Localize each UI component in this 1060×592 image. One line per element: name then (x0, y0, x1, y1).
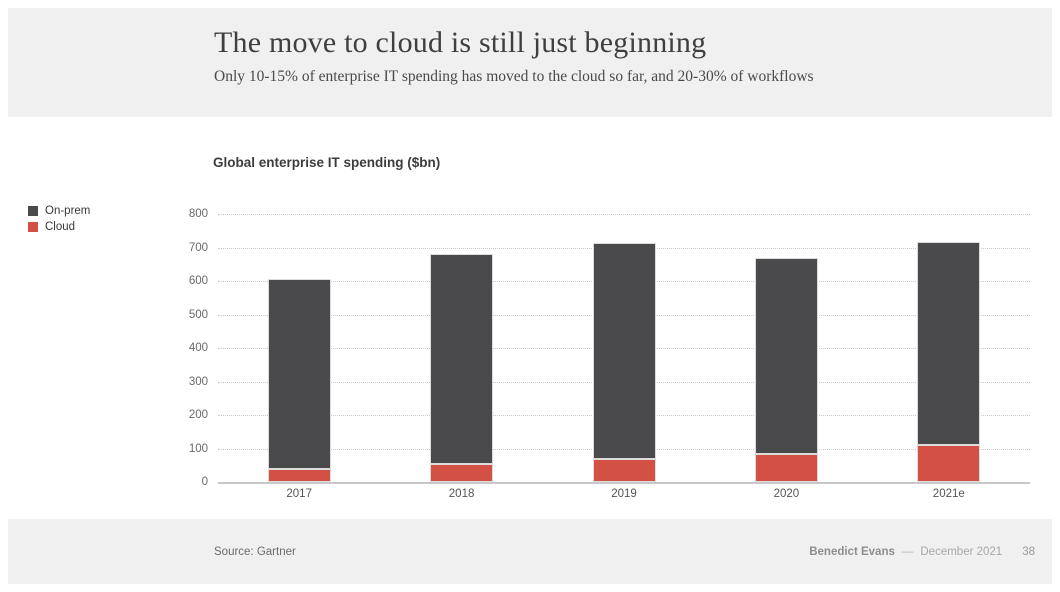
footer-band: Source: Gartner Benedict Evans — Decembe… (8, 519, 1052, 584)
legend-item-cloud: Cloud (28, 221, 90, 233)
x-axis-label-2021e: 2021e (932, 488, 965, 500)
bar-2018-onprem-segment (430, 254, 494, 464)
chart-title: Global enterprise IT spending ($bn) (213, 155, 441, 170)
y-axis-tick-label-800: 800 (188, 208, 208, 220)
x-axis-label-2020: 2020 (773, 488, 800, 500)
bar-2020-cloud-segment (754, 453, 818, 482)
x-axis-label-2017: 2017 (286, 488, 312, 500)
legend-label: On-prem (45, 205, 91, 217)
header-band: The move to cloud is still just beginnin… (8, 8, 1052, 117)
bar-2017-cloud-segment (267, 468, 331, 482)
source-note: Source: Gartner (214, 545, 296, 558)
bar-2020-onprem-segment (754, 257, 818, 454)
y-axis-tick-label-600: 600 (188, 275, 208, 287)
y-axis-tick-label-300: 300 (188, 375, 208, 388)
footer-separator: — (901, 545, 914, 558)
x-axis-baseline (218, 482, 1030, 484)
legend-item-on-prem: On-prem (28, 205, 90, 217)
slide-title: The move to cloud is still just beginnin… (214, 26, 707, 59)
y-axis-tick-label-500: 500 (188, 308, 208, 321)
header-content: The move to cloud is still just beginnin… (8, 8, 1052, 86)
legend-swatch-icon (28, 206, 38, 216)
footer-credits: Benedict Evans — December 2021 38 (809, 519, 1035, 584)
y-axis-tick-label-100: 100 (188, 442, 208, 455)
bar-2019-cloud-segment (592, 458, 656, 482)
footer-date: December 2021 (920, 545, 1003, 558)
y-axis-tick-label-700: 700 (188, 241, 208, 254)
x-axis-label-2019: 2019 (611, 488, 637, 500)
y-axis-tick-label-200: 200 (188, 409, 208, 421)
page-number: 38 (1022, 545, 1035, 558)
bar-2021e-cloud-segment (917, 445, 981, 482)
bar-2021e-onprem-segment (917, 242, 981, 446)
y-axis-tick-label-0: 0 (201, 476, 208, 488)
gridline-800 (218, 214, 1030, 215)
y-axis-tick-label-400: 400 (188, 342, 208, 354)
bar-2019-onprem-segment (592, 242, 656, 459)
legend-swatch-icon (28, 222, 38, 232)
bar-2018-cloud-segment (430, 463, 494, 482)
chart-legend: On-prem Cloud (28, 205, 90, 237)
x-axis-label-2018: 2018 (448, 488, 475, 500)
legend-label: Cloud (45, 221, 76, 233)
footer-author: Benedict Evans (809, 545, 895, 558)
slide-subtitle: Only 10-15% of enterprise IT spending ha… (214, 68, 814, 85)
bar-2017-onprem-segment (267, 279, 331, 469)
plot-area: 0 100 200 300 400 500 600 700 800 2017 2018 2019 202… (189, 208, 1030, 500)
